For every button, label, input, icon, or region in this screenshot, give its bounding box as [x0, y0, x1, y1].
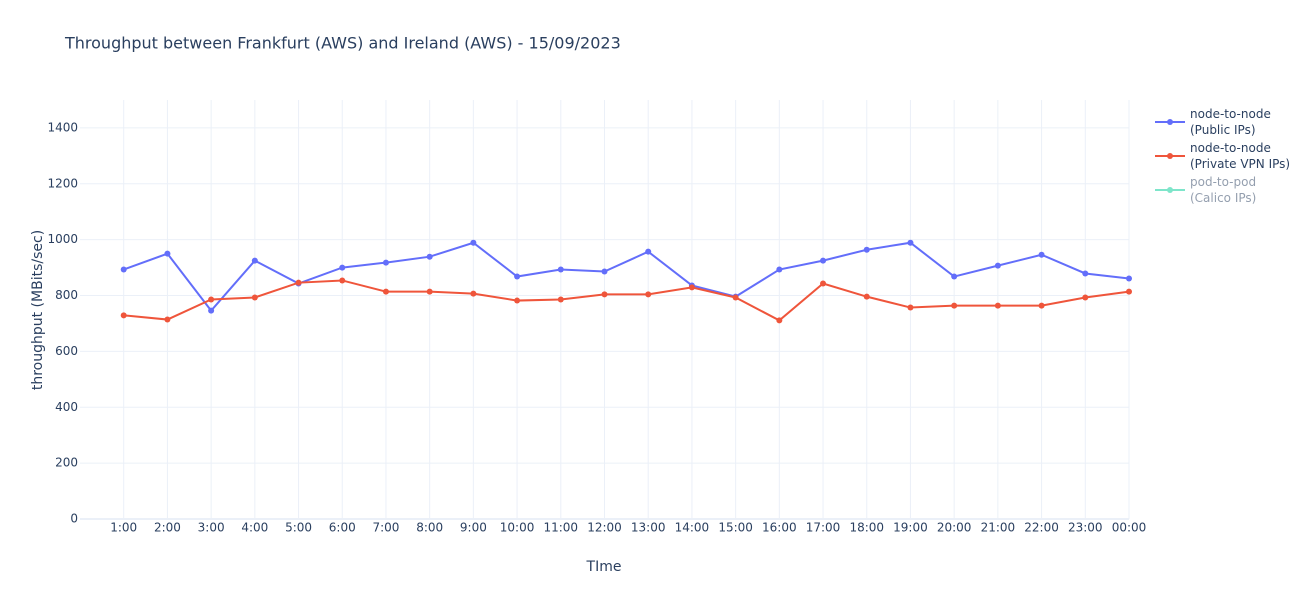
- data-point: [1126, 275, 1132, 282]
- data-point: [601, 291, 608, 298]
- x-tick-label: 2:00: [154, 521, 181, 535]
- data-point: [820, 257, 827, 264]
- data-point: [1082, 270, 1089, 277]
- data-point: [645, 291, 652, 298]
- y-tick-label: 800: [55, 288, 78, 302]
- data-point: [470, 290, 477, 297]
- data-point: [470, 239, 477, 246]
- legend-marker: [1167, 119, 1173, 125]
- x-tick-label: 00:00: [1112, 521, 1147, 535]
- data-point: [208, 307, 215, 314]
- data-point: [863, 293, 870, 300]
- legend-marker: [1167, 187, 1173, 193]
- series-line: [123, 241, 1130, 313]
- data-point: [208, 296, 215, 303]
- y-tick-label: 600: [55, 344, 78, 358]
- data-point: [251, 257, 258, 264]
- x-tick-label: 8:00: [416, 521, 443, 535]
- data-point: [426, 253, 433, 260]
- series-line: [123, 279, 1130, 322]
- x-tick-label: 11:00: [543, 521, 578, 535]
- data-point: [1082, 294, 1089, 301]
- data-point: [863, 246, 870, 253]
- x-tick-label: 22:00: [1024, 521, 1059, 535]
- data-point: [382, 259, 389, 266]
- x-tick-label: 1:00: [110, 521, 137, 535]
- data-point: [951, 273, 958, 280]
- legend-item[interactable]: node-to-node (Private VPN IPs): [1155, 141, 1290, 171]
- data-point: [1038, 302, 1045, 309]
- data-point: [601, 268, 608, 275]
- x-tick-label: 6:00: [329, 521, 356, 535]
- x-tick-label: 18:00: [849, 521, 884, 535]
- data-point: [339, 264, 346, 271]
- x-tick-label: 15:00: [718, 521, 753, 535]
- x-tick-label: 4:00: [241, 521, 268, 535]
- legend-label: node-to-node (Private VPN IPs): [1190, 141, 1290, 171]
- data-point: [688, 284, 695, 291]
- x-tick-label: 12:00: [587, 521, 622, 535]
- data-point: [120, 312, 127, 319]
- x-axis-title: TIme: [586, 559, 622, 575]
- legend-item[interactable]: node-to-node (Public IPs): [1155, 107, 1271, 137]
- data-point: [645, 248, 652, 255]
- x-tick-label: 7:00: [372, 521, 399, 535]
- data-point: [514, 297, 521, 304]
- data-point: [776, 266, 783, 273]
- y-tick-label: 1000: [47, 232, 78, 246]
- y-tick-label: 0: [70, 512, 78, 526]
- data-point: [514, 273, 521, 280]
- data-point: [557, 266, 564, 273]
- data-point: [295, 279, 302, 286]
- x-tick-label: 17:00: [806, 521, 841, 535]
- legend-marker: [1167, 153, 1173, 159]
- data-point: [339, 277, 346, 284]
- data-point: [994, 302, 1001, 309]
- legend-label: pod-to-pod (Calico IPs): [1190, 175, 1256, 205]
- legend-item[interactable]: pod-to-pod (Calico IPs): [1155, 175, 1256, 205]
- x-tick-label: 19:00: [893, 521, 928, 535]
- legend-label: node-to-node (Public IPs): [1190, 107, 1271, 137]
- x-tick-label: 20:00: [937, 521, 972, 535]
- y-tick-label: 1200: [47, 176, 78, 190]
- x-tick-label: 23:00: [1068, 521, 1103, 535]
- x-tick-label: 5:00: [285, 521, 312, 535]
- x-tick-label: 13:00: [631, 521, 666, 535]
- data-point: [120, 266, 127, 273]
- data-point: [951, 302, 958, 309]
- x-tick-label: 21:00: [981, 521, 1016, 535]
- data-point: [382, 288, 389, 295]
- data-point: [907, 239, 914, 246]
- chart-title: Throughput between Frankfurt (AWS) and I…: [64, 34, 621, 53]
- x-tick-label: 16:00: [762, 521, 797, 535]
- data-point: [1038, 251, 1045, 258]
- x-tick-label: 9:00: [460, 521, 487, 535]
- y-tick-label: 1400: [47, 120, 78, 134]
- x-tick-label: 3:00: [198, 521, 225, 535]
- data-point: [164, 250, 171, 257]
- y-axis-title: throughput (MBits/sec): [30, 230, 46, 390]
- data-point: [557, 296, 564, 303]
- data-point: [994, 262, 1001, 269]
- data-point: [820, 280, 827, 287]
- x-tick-label: 14:00: [675, 521, 710, 535]
- data-point: [251, 294, 258, 301]
- data-point: [164, 316, 171, 323]
- y-tick-label: 400: [55, 400, 78, 414]
- data-point: [426, 288, 433, 295]
- data-point: [907, 304, 914, 311]
- data-point: [1126, 288, 1132, 295]
- data-point: [732, 294, 739, 301]
- y-tick-label: 200: [55, 456, 78, 470]
- x-tick-label: 10:00: [500, 521, 535, 535]
- data-point: [776, 317, 783, 324]
